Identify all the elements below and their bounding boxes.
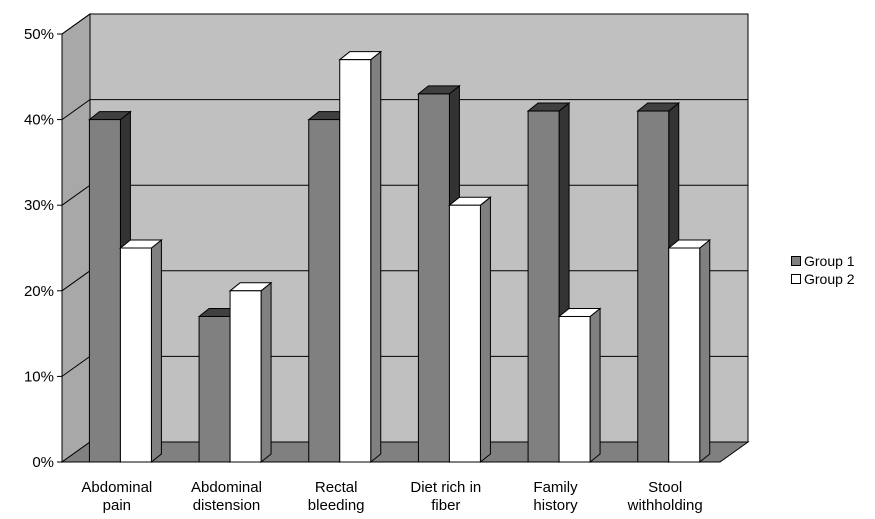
bar-side: [699, 238, 711, 464]
gridline: [61, 13, 748, 35]
x-tick-label: Abdominal: [191, 479, 262, 496]
y-tick-label: 30%: [24, 197, 54, 214]
legend-item-group-1: Group 1: [791, 252, 855, 270]
bar-side: [370, 50, 382, 464]
y-tick-label: 10%: [24, 368, 54, 385]
x-axis: AbdominalpainAbdominaldistensionRectalbl…: [81, 479, 702, 514]
bar-front: [119, 247, 152, 463]
x-tick-label: history: [533, 497, 578, 514]
side-wall: [61, 13, 91, 463]
x-tick-label: Abdominal: [81, 479, 152, 496]
legend-swatch-group-2: [791, 274, 801, 284]
bar-2: [118, 238, 163, 464]
bar-front: [198, 315, 231, 463]
y-tick-label: 40%: [24, 112, 54, 129]
legend-swatch-group-1: [791, 256, 801, 266]
bar-2: [667, 238, 712, 464]
bar-front: [637, 110, 670, 463]
bar-2: [557, 307, 602, 464]
x-tick-label: fiber: [431, 497, 460, 514]
legend-label-group-1: Group 1: [804, 253, 855, 269]
bar-front: [229, 290, 262, 463]
bar-side: [589, 307, 601, 464]
x-tick-label: Diet rich in: [410, 479, 481, 496]
bars: [87, 50, 712, 464]
legend-item-group-2: Group 2: [791, 270, 855, 288]
bar-front: [308, 119, 341, 463]
bar-2: [447, 196, 492, 464]
x-tick-label: Stool: [648, 479, 682, 496]
bar-side: [150, 238, 162, 464]
y-tick-label: 0%: [32, 454, 54, 471]
x-tick-label: distension: [193, 497, 261, 514]
bar-front: [417, 93, 450, 463]
gridline: [61, 99, 748, 121]
x-tick-label: withholding: [627, 497, 703, 514]
bar-side: [479, 196, 491, 464]
x-tick-label: Rectal: [315, 479, 358, 496]
legend: Group 1 Group 2: [791, 252, 855, 288]
x-tick-label: bleeding: [308, 497, 365, 514]
bar-2: [228, 281, 273, 464]
bar-front: [448, 204, 481, 463]
bar-front: [88, 119, 121, 463]
y-tick-label: 50%: [24, 26, 54, 43]
bar-2: [338, 50, 383, 464]
y-tick-label: 20%: [24, 283, 54, 300]
bar-front: [527, 110, 560, 463]
x-tick-label: Family: [533, 479, 578, 496]
bar-front: [339, 59, 372, 463]
legend-label-group-2: Group 2: [804, 271, 855, 287]
y-axis: 0% 10% 20% 30% 40% 50%: [24, 26, 63, 471]
x-tick-label: pain: [103, 497, 131, 514]
bar-side: [260, 281, 272, 464]
bar-front: [668, 247, 701, 463]
bar-front: [558, 315, 591, 463]
